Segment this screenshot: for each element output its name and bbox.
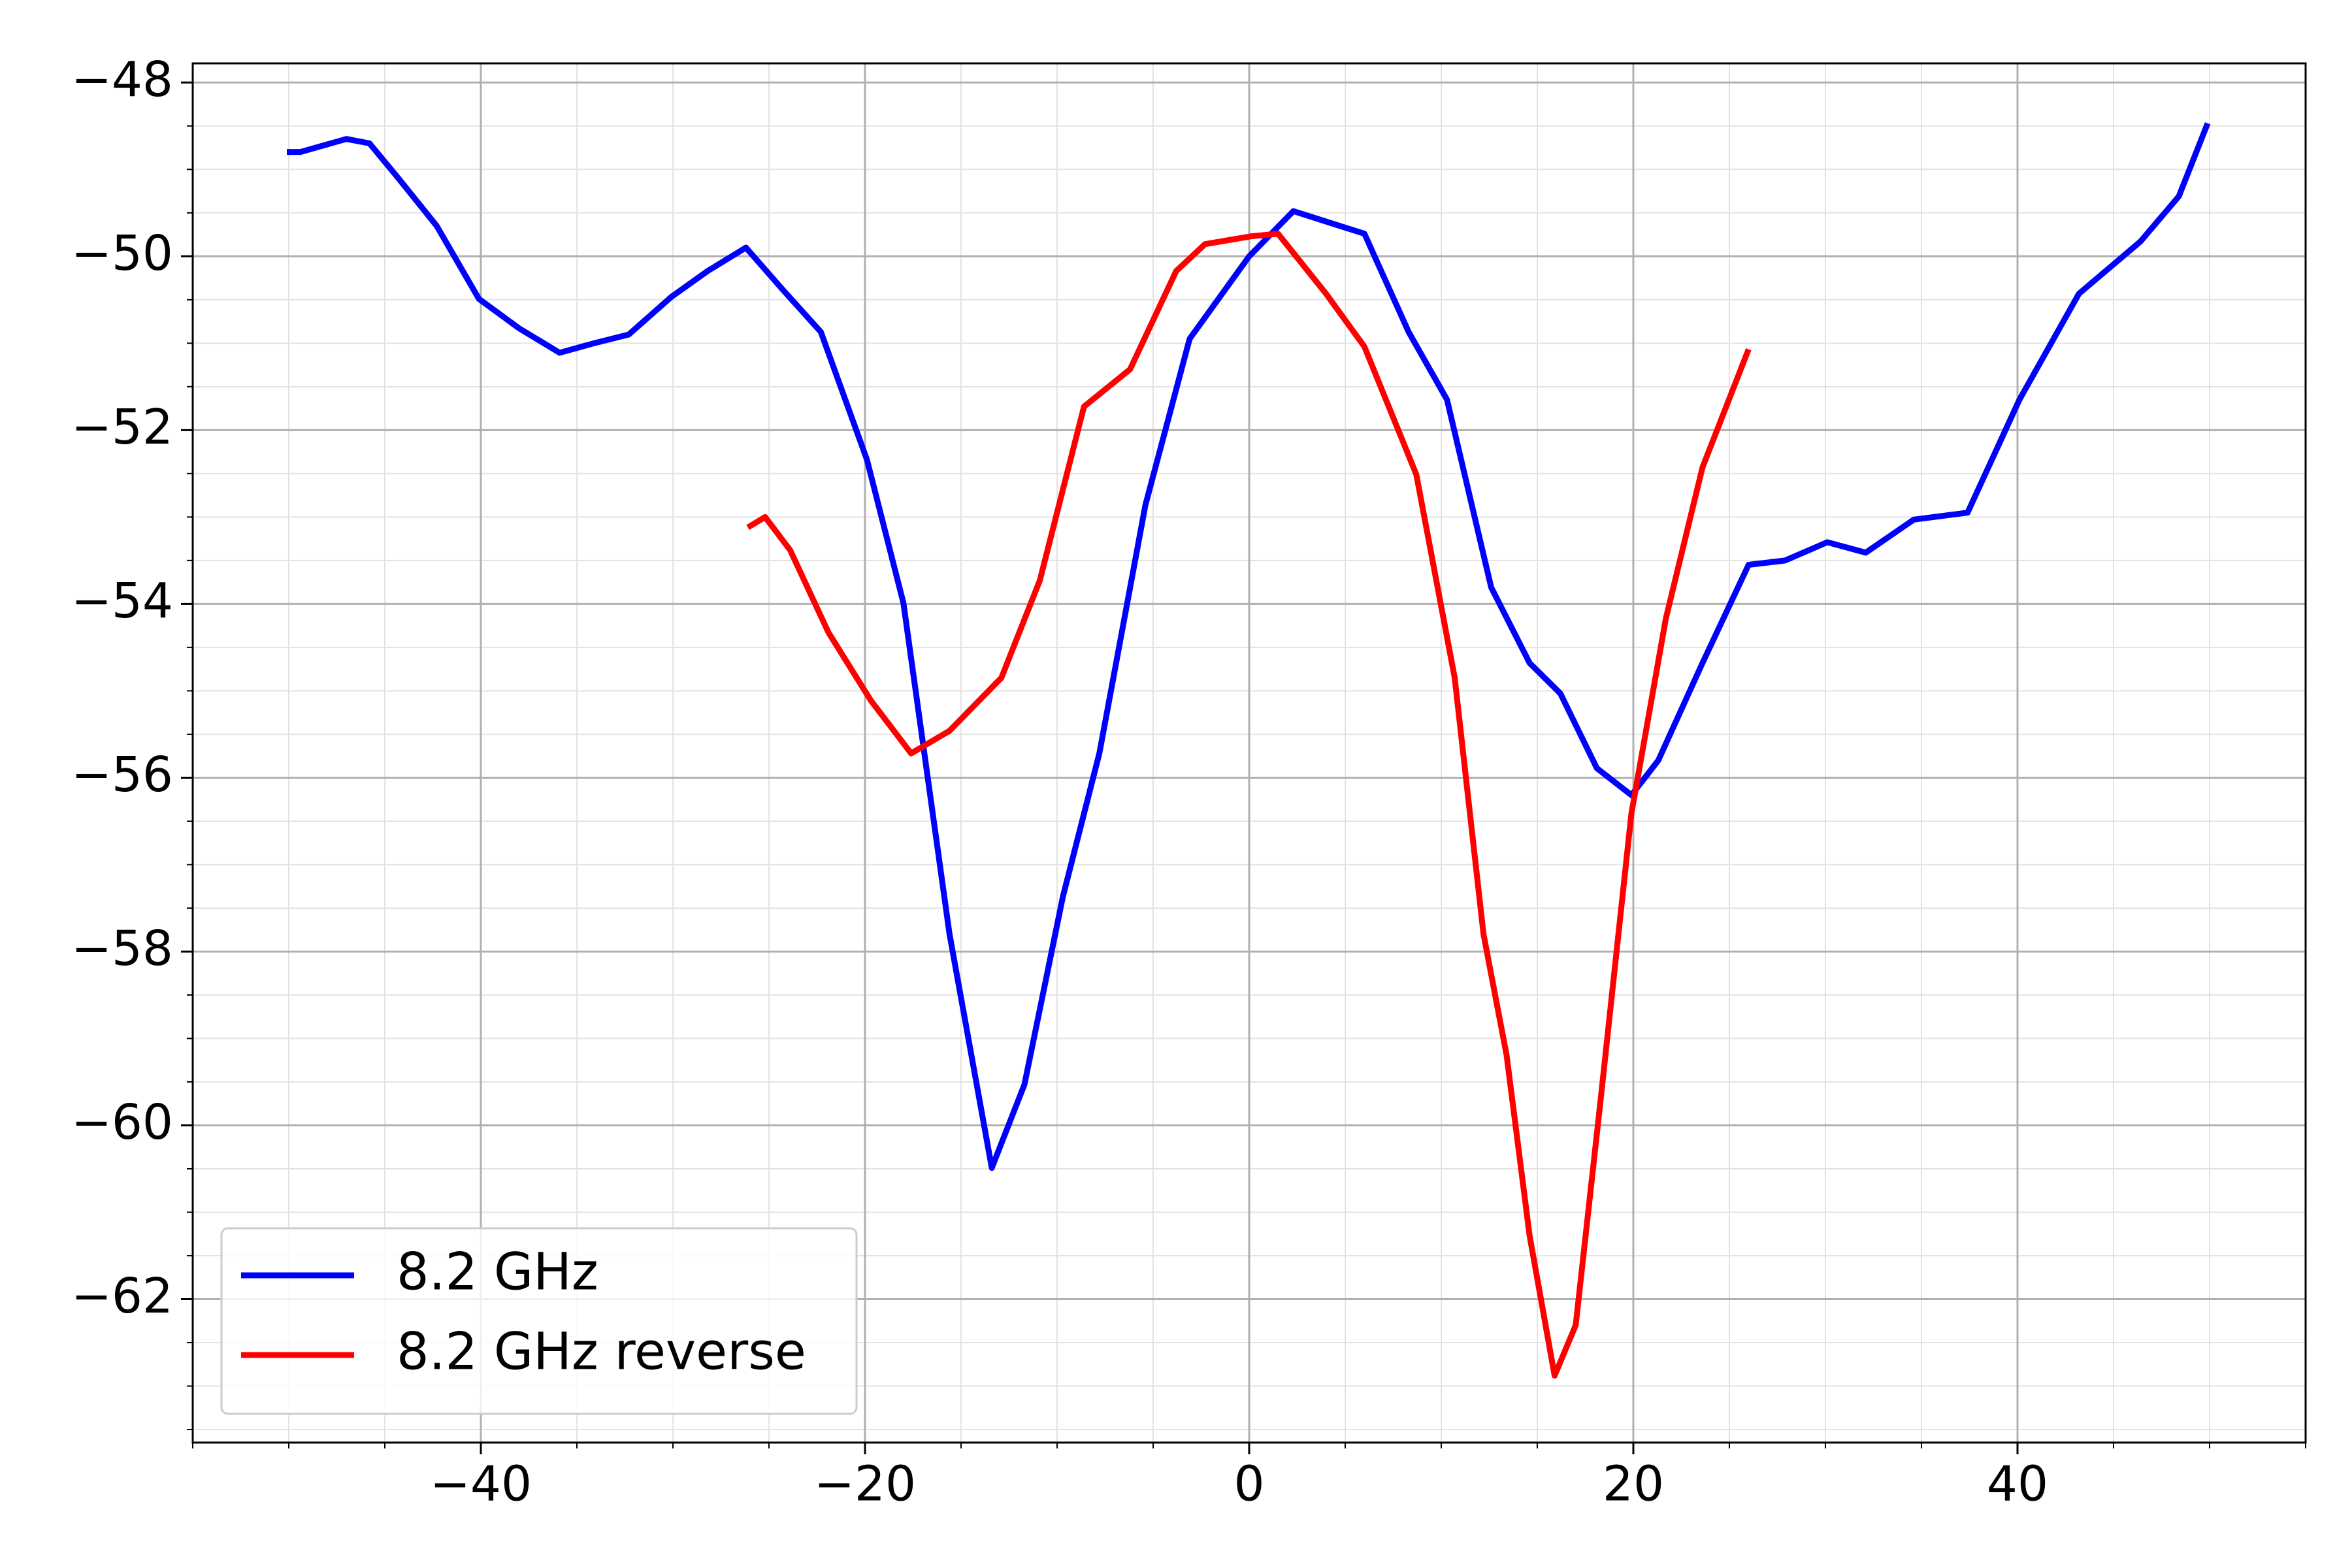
data-line xyxy=(746,231,1752,1379)
x-tick-label: −40 xyxy=(430,1456,532,1512)
data-line xyxy=(287,122,2211,1171)
y-tick-label: −50 xyxy=(71,225,173,282)
y-tick-label: −62 xyxy=(71,1268,173,1324)
y-tick-label: −48 xyxy=(71,52,173,108)
y-tick-label: −58 xyxy=(71,921,173,977)
legend: 8.2 GHz 8.2 GHz reverse xyxy=(220,1227,858,1415)
legend-box xyxy=(220,1227,858,1415)
legend-label: 8.2 GHz xyxy=(397,1243,598,1301)
y-tick-label: −54 xyxy=(71,573,173,629)
x-tick-label: 0 xyxy=(1233,1456,1264,1512)
axes-frame xyxy=(191,62,2307,1444)
y-tick-label: −56 xyxy=(71,747,173,803)
x-tick-label: 40 xyxy=(1987,1456,2048,1512)
x-tick-label: −20 xyxy=(814,1456,916,1512)
y-tick-label: −52 xyxy=(71,399,173,455)
legend-label: 8.2 GHz reverse xyxy=(397,1322,806,1381)
y-tick-label: −60 xyxy=(71,1094,173,1151)
x-tick-label: 20 xyxy=(1603,1456,1664,1512)
